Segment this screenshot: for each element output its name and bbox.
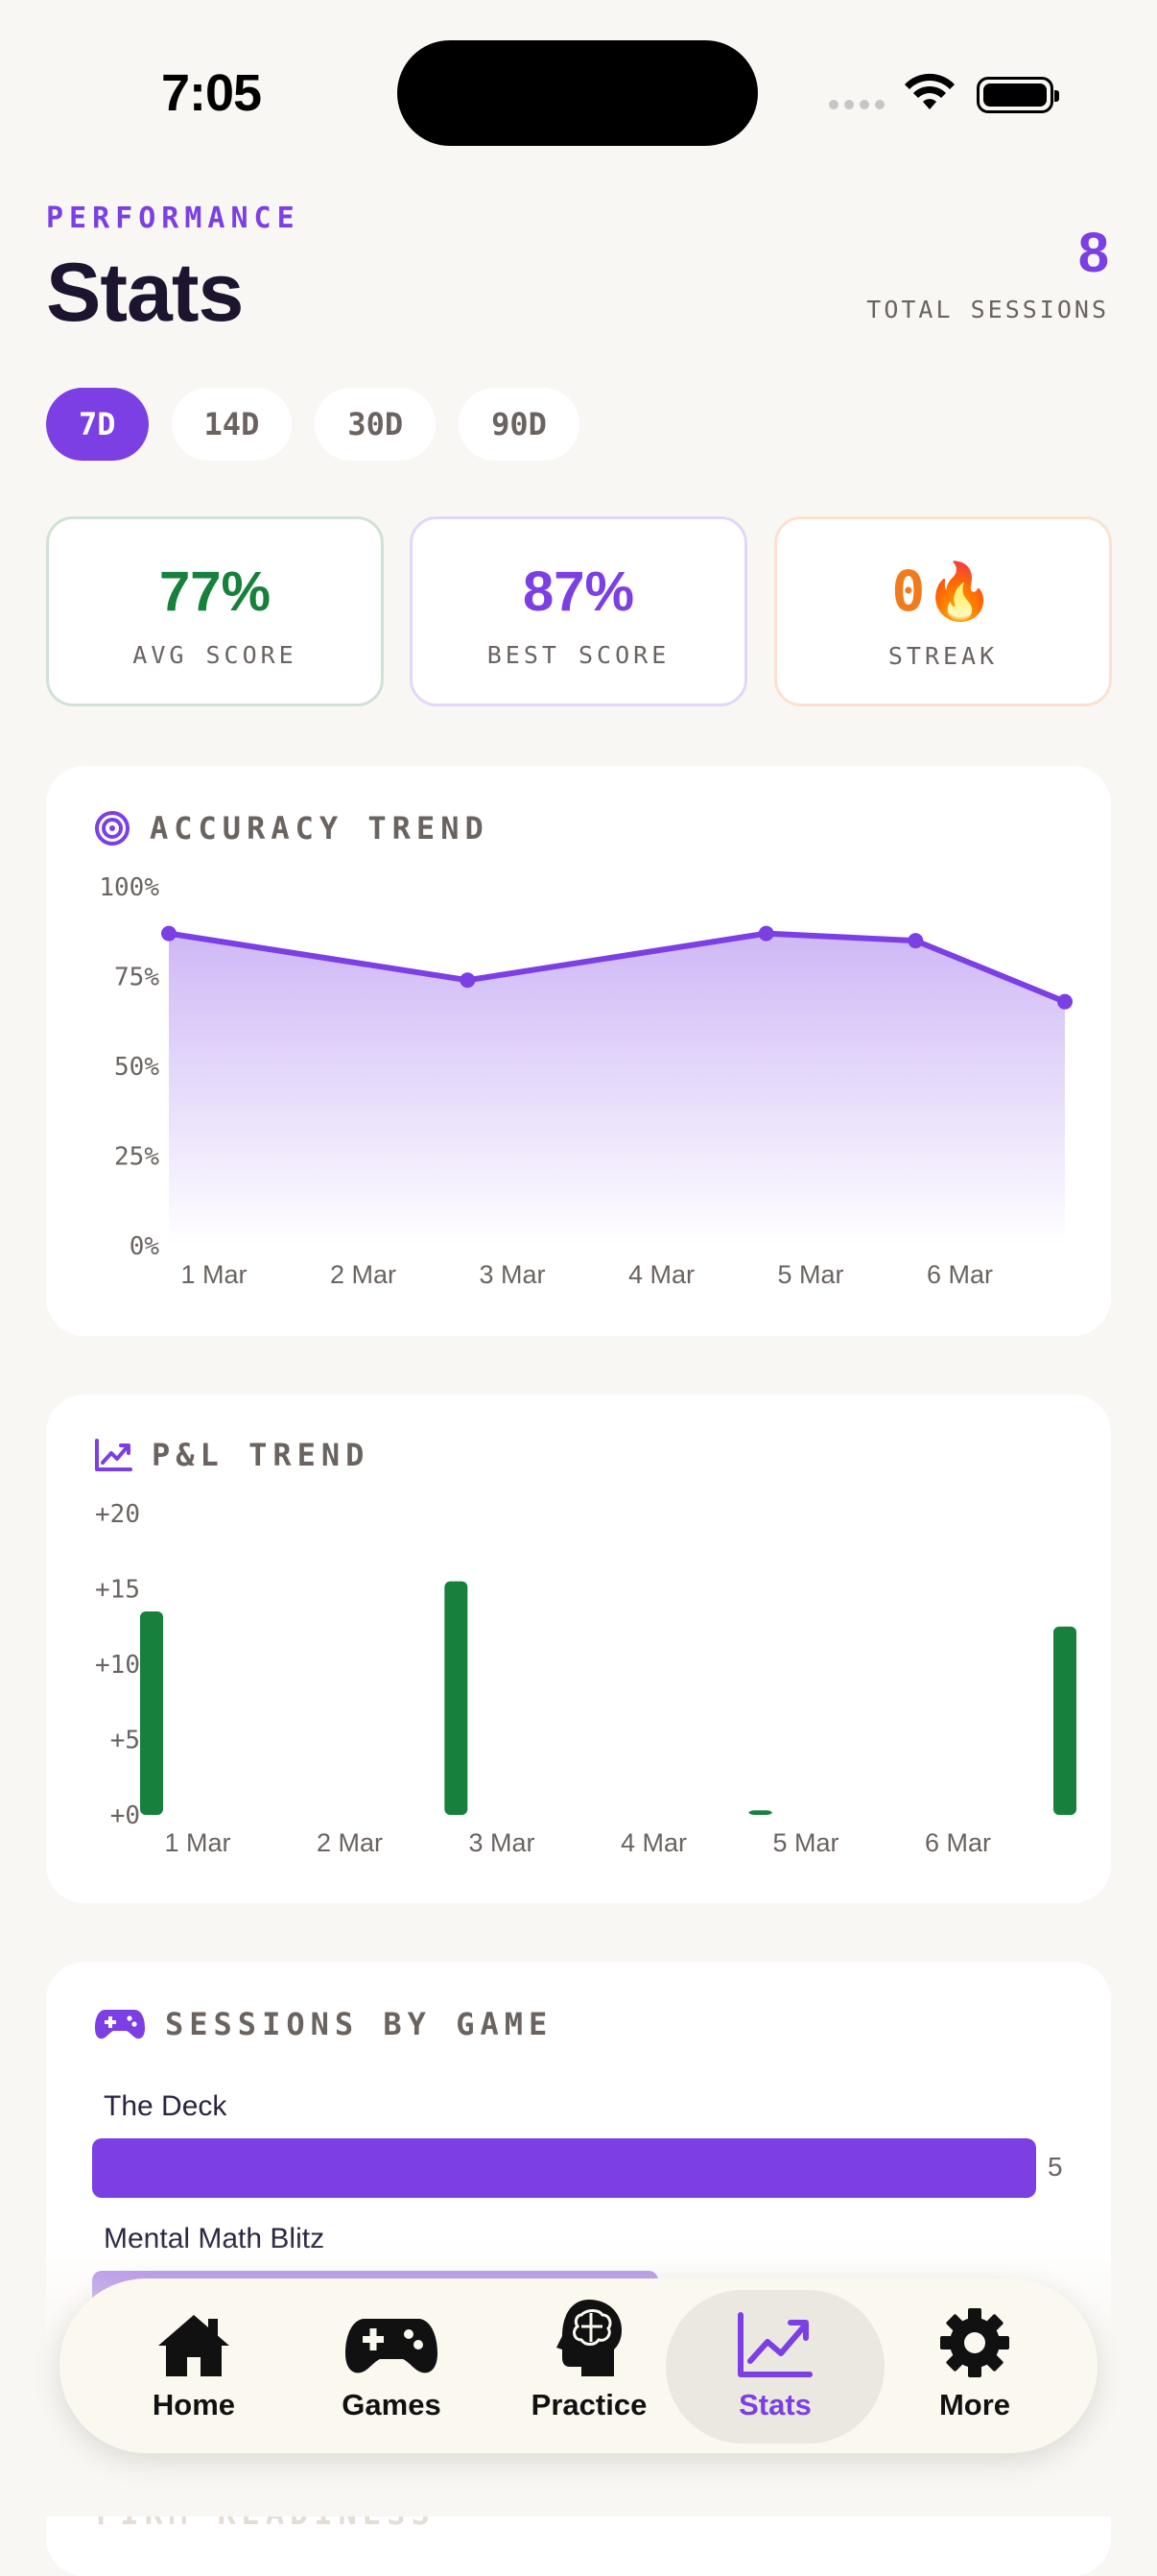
best-score-value: 87% (522, 561, 635, 623)
streak-card: 0🔥 STREAK (774, 516, 1112, 706)
target-icon (95, 811, 130, 846)
accuracy-area-fill (169, 933, 1065, 1246)
pnl-x-tick: 2 Mar (317, 1828, 383, 1857)
accuracy-x-tick: 1 Mar (180, 1260, 247, 1289)
range-chip-90d[interactable]: 90D (459, 388, 579, 461)
fire-icon: 🔥 (925, 559, 995, 624)
accuracy-point (460, 972, 476, 989)
pnl-x-tick: 1 Mar (164, 1828, 230, 1857)
range-chip-14d[interactable]: 14D (171, 388, 293, 461)
pnl-y-tick: +0 (110, 1801, 140, 1830)
pnl-chart: +20 +15 +10 +5 +0 1 Mar 2 Mar 3 Mar 4 Mar 5 Mar 6 … (95, 1500, 1076, 1857)
pnl-y-tick: +20 (95, 1500, 140, 1529)
avg-score-label: AVG SCORE (132, 641, 297, 669)
nav-practice-label: Practice (531, 2388, 648, 2421)
cellular-signal-icon (829, 100, 885, 109)
gamepad-icon (95, 2010, 145, 2039)
range-chip-7d[interactable]: 7D (46, 388, 149, 461)
trending-up-icon (95, 1439, 132, 1471)
nav-stats-label: Stats (739, 2388, 812, 2421)
pnl-x-tick: 6 Mar (925, 1828, 991, 1857)
streak-label: STREAK (887, 642, 999, 670)
chart-icon (738, 2312, 813, 2377)
accuracy-y-tick: 100% (99, 873, 159, 902)
bottom-nav: Home Games Practice Stats (59, 2278, 1098, 2453)
nav-home-label: Home (152, 2388, 236, 2421)
accuracy-x-tick: 4 Mar (628, 1260, 695, 1289)
page-eyebrow: PERFORMANCE (46, 202, 300, 235)
nav-games-label: Games (342, 2388, 441, 2421)
accuracy-trend-title: ACCURACY TREND (150, 810, 489, 847)
accuracy-x-tick: 3 Mar (479, 1260, 545, 1289)
page-title: Stats (46, 247, 244, 339)
nav-more-label: More (938, 2388, 1011, 2421)
total-sessions-value: 8 (1077, 222, 1109, 284)
accuracy-y-tick: 25% (114, 1143, 159, 1172)
pnl-trend-title: P&L TREND (152, 1437, 370, 1473)
accuracy-point (758, 925, 774, 942)
accuracy-point (161, 925, 177, 942)
pnl-x-tick: 3 Mar (468, 1828, 534, 1857)
nav-home[interactable]: Home (84, 2290, 303, 2444)
pnl-bar (140, 1611, 163, 1815)
nav-stats[interactable]: Stats (666, 2290, 885, 2444)
accuracy-y-tick: 75% (114, 964, 159, 992)
gear-icon (940, 2308, 1009, 2377)
nav-more[interactable]: More (865, 2290, 1084, 2444)
pnl-bar (748, 1810, 772, 1815)
accuracy-trend-card: ACCURACY TREND 100% 75% 50% 25% 0% 1 Mar 2 Mar… (46, 766, 1111, 1336)
best-score-label: BEST SCORE (486, 641, 671, 669)
pnl-y-tick: +5 (110, 1727, 140, 1755)
sessions-by-game-title: SESSIONS BY GAME (165, 2006, 554, 2042)
pnl-trend-card: P&L TREND +20 +15 +10 +5 +0 1 Mar 2 Mar 3 Mar 4 … (46, 1395, 1111, 1903)
pnl-x-tick: 5 Mar (772, 1828, 838, 1857)
brain-icon (556, 2300, 622, 2376)
battery-icon (977, 77, 1059, 113)
dynamic-island (397, 40, 758, 146)
wifi-icon (905, 73, 955, 109)
avg-score-value: 77% (158, 561, 272, 623)
range-chip-30d[interactable]: 30D (315, 388, 437, 461)
accuracy-x-tick: 5 Mar (777, 1260, 843, 1289)
pnl-x-tick: 4 Mar (621, 1828, 687, 1857)
total-sessions-label: TOTAL SESSIONS (866, 296, 1109, 323)
game-bar-the-deck (92, 2138, 1036, 2198)
home-icon (158, 2315, 229, 2376)
accuracy-x-tick: 2 Mar (330, 1260, 396, 1289)
status-time: 7:05 (161, 64, 262, 122)
avg-score-card: 77% AVG SCORE (46, 516, 384, 706)
accuracy-point (1057, 993, 1073, 1010)
accuracy-point (908, 933, 924, 949)
nav-games[interactable]: Games (282, 2290, 501, 2444)
pnl-bar (1053, 1626, 1076, 1815)
pnl-y-tick: +10 (95, 1651, 140, 1680)
pnl-bar (444, 1581, 468, 1815)
game-name-the-deck: The Deck (104, 2090, 227, 2122)
range-selector: 7D 14D 30D 90D (46, 388, 579, 461)
gamepad-icon (345, 2319, 437, 2373)
pnl-y-tick: +15 (95, 1576, 140, 1605)
game-count-the-deck: 5 (1048, 2152, 1063, 2182)
accuracy-y-tick: 0% (130, 1232, 160, 1261)
nav-practice[interactable]: Practice (480, 2290, 698, 2444)
accuracy-chart: 100% 75% 50% 25% 0% 1 Mar 2 Mar 3 Mar 4 Mar 5 Mar… (99, 873, 1073, 1289)
accuracy-x-tick: 6 Mar (927, 1260, 993, 1289)
best-score-card: 87% BEST SCORE (410, 516, 747, 706)
accuracy-y-tick: 50% (114, 1053, 159, 1082)
streak-value: 0🔥 (891, 559, 995, 624)
